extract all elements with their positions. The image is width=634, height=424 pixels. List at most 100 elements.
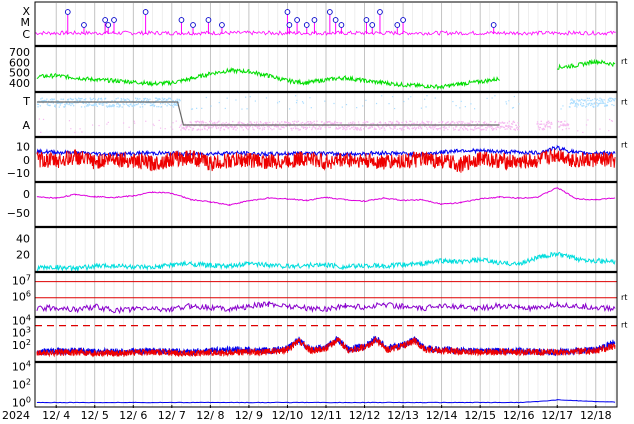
- imf-dot: [474, 126, 477, 128]
- imf-dot: [81, 97, 83, 100]
- proton-line: [36, 300, 616, 315]
- imf-dot: [239, 121, 241, 123]
- imf-dot: [313, 120, 315, 123]
- imf-dot: [155, 100, 157, 102]
- imf-dot: [79, 128, 81, 130]
- imf-dot: [429, 125, 431, 128]
- imf-dot: [329, 126, 332, 128]
- imf-dot: [437, 129, 439, 131]
- imf-dot: [317, 127, 319, 130]
- imf-dot: [297, 120, 300, 123]
- imf-dot: [547, 125, 549, 128]
- imf-dot: [299, 128, 301, 131]
- imf-dot: [178, 99, 181, 101]
- imf-dot: [443, 129, 445, 131]
- imf-dot: [99, 98, 102, 100]
- imf-dot: [58, 102, 60, 104]
- imf-dot: [231, 125, 233, 128]
- imf-dot: [505, 101, 507, 103]
- imf-dot: [492, 128, 494, 131]
- imf-dot: [421, 122, 423, 124]
- imf-dot: [463, 126, 465, 128]
- imf-dot: [278, 101, 281, 103]
- xray-trace: [34, 29, 616, 36]
- imf-dot: [377, 125, 380, 127]
- imf-dot: [190, 126, 192, 128]
- imf-dot: [88, 104, 90, 106]
- imf-dot: [409, 120, 411, 122]
- imf-dot: [565, 124, 567, 126]
- geo-line-red: [36, 336, 616, 358]
- imf-dot: [490, 120, 492, 123]
- imf-dot: [114, 99, 116, 102]
- imf-dot: [482, 129, 484, 131]
- imf-dot: [273, 125, 276, 128]
- imf-dot: [541, 123, 543, 125]
- imf-dot: [79, 99, 82, 102]
- imf-dot: [194, 120, 196, 123]
- imf-dot: [146, 98, 148, 100]
- imf-dot: [596, 98, 598, 100]
- imf-dot: [205, 96, 207, 99]
- imf-dot: [491, 126, 493, 128]
- imf-dot: [608, 130, 610, 132]
- imf-dot: [516, 126, 518, 128]
- imf-dot: [167, 102, 169, 105]
- imf-dot: [411, 123, 413, 125]
- imf-dot: [149, 98, 151, 100]
- flare-marker: [286, 22, 293, 28]
- imf-dot: [351, 122, 354, 124]
- imf-dot: [518, 125, 520, 128]
- imf-dot: [401, 127, 404, 130]
- imf-dot: [259, 127, 261, 129]
- imf-dot: [207, 126, 209, 128]
- imf-dot: [97, 99, 99, 101]
- imf-dot: [306, 126, 308, 129]
- imf-dot: [264, 122, 267, 125]
- flare-marker: [490, 22, 497, 28]
- imf-dot: [294, 120, 296, 122]
- imf-dot: [201, 121, 203, 123]
- imf-dot: [186, 125, 189, 127]
- imf-dot: [461, 128, 464, 130]
- imf-dot: [53, 98, 55, 100]
- imf-dot: [137, 98, 139, 100]
- imf-dot: [379, 121, 381, 123]
- imf-dot: [421, 120, 424, 123]
- imf-dot: [505, 125, 508, 127]
- imf-dot: [466, 128, 468, 130]
- imf-dot: [338, 125, 340, 127]
- imf-dot: [92, 104, 94, 107]
- electron-tick: 20: [16, 249, 30, 262]
- x-tick-label: 12/ 7: [158, 409, 186, 422]
- imf-dot: [158, 106, 160, 108]
- imf-dot: [384, 121, 387, 124]
- bottom-flux-line: [36, 399, 616, 404]
- bottom-tick-1e0: 100: [12, 395, 31, 410]
- imf-dot: [265, 122, 268, 125]
- imf-dot: [567, 123, 570, 126]
- flare-marker: [142, 9, 149, 15]
- imf-dot: [341, 126, 344, 128]
- wind-tick: 600: [9, 56, 30, 69]
- imf-dot: [201, 128, 203, 131]
- imf-dot: [416, 123, 418, 125]
- imf-dot: [94, 104, 96, 106]
- imf-dot: [424, 124, 426, 127]
- imf-dot: [190, 121, 192, 124]
- imf-dot: [60, 102, 62, 105]
- imf-dot: [308, 123, 310, 125]
- imf-dot: [122, 122, 125, 124]
- imf-dot: [60, 98, 62, 100]
- imf-dot: [484, 121, 486, 123]
- imf-dot: [218, 120, 220, 122]
- x-tick-label: 12/ 5: [81, 409, 109, 422]
- imf-dot: [474, 108, 476, 110]
- imf-dot: [487, 123, 490, 125]
- imf-dot: [176, 104, 178, 106]
- imf-dot: [107, 105, 109, 107]
- imf-dot: [116, 105, 118, 108]
- imf-dot: [181, 127, 183, 129]
- imf-dot: [352, 121, 354, 123]
